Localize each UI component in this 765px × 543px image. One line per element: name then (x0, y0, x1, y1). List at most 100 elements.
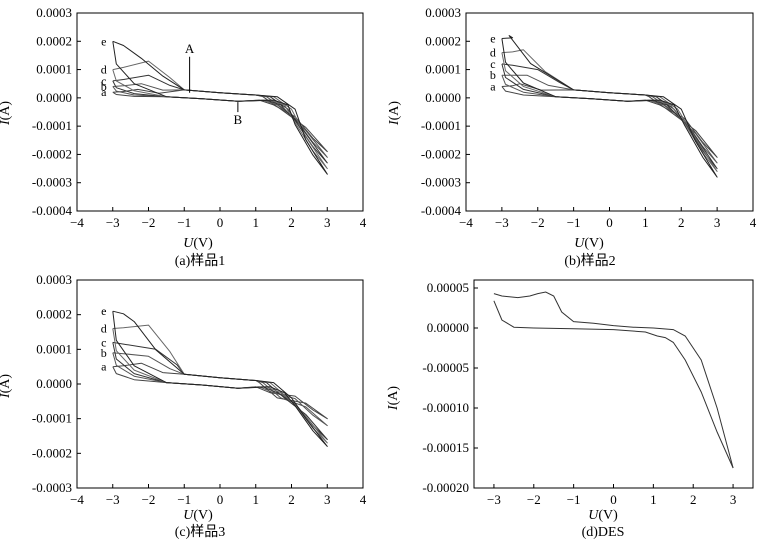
x-tick-label: 0 (217, 215, 224, 230)
y-tick-label: -0.0004 (421, 203, 462, 218)
y-tick-label: 0.0000 (36, 376, 72, 391)
series-label-c: c (490, 57, 495, 71)
x-tick-label: −1 (567, 492, 581, 507)
x-tick-label: 4 (750, 215, 757, 230)
y-axis-title: I(A) (0, 101, 13, 126)
y-tick-label: 0.0002 (36, 33, 72, 48)
y-tick-label: -0.0003 (32, 480, 72, 495)
chart-panel-3: −3 −2 −1 0 1 2 3 0.00005 0.00000 -0.00005 -0.00010… (386, 279, 754, 540)
y-tick-label: -0.0001 (421, 118, 461, 133)
series-label-e: e (101, 34, 106, 48)
y-tick-label: -0.0002 (421, 146, 461, 161)
y-tick-label: 0.0002 (36, 307, 72, 322)
y-axis-title: I(A) (386, 386, 401, 411)
plot-frame (76, 12, 364, 212)
panel-caption: (b)样品2 (564, 253, 615, 269)
x-tick-label: −3 (106, 215, 120, 230)
x-tick-label: 2 (288, 215, 295, 230)
y-tick-label: -0.0003 (32, 175, 72, 190)
y-axis-title: I(A) (0, 374, 13, 399)
panel-caption: (d)DES (582, 525, 625, 540)
x-tick-label: −4 (459, 215, 473, 230)
x-tick-label: 3 (324, 492, 331, 507)
x-tick-label: 1 (650, 492, 657, 507)
series-label-a: a (101, 85, 107, 99)
x-axis-title: U(V) (183, 508, 213, 523)
panel-caption: (c)样品3 (175, 524, 226, 540)
x-tick-label: −3 (495, 215, 509, 230)
x-tick-label: −1 (177, 492, 191, 507)
series-line-e (112, 310, 328, 447)
series-line-d (112, 60, 328, 170)
chart-panel-1: −4 −3 −2 −1 0 1 2 3 4 0.0003 0.0002 0.0001 0.0000 -0.… (387, 5, 757, 269)
annotation-label: A (185, 41, 195, 56)
x-tick-label: 2 (690, 492, 697, 507)
series-label-c: c (101, 335, 106, 349)
x-axis-title: U(V) (183, 236, 213, 251)
panel-caption: (a)样品1 (175, 253, 226, 269)
y-tick-label: -0.0002 (32, 146, 72, 161)
plot-frame (465, 12, 754, 212)
x-tick-label: −3 (487, 492, 501, 507)
series-line-e (501, 35, 718, 178)
series-label-a: a (490, 80, 496, 94)
y-tick-label: -0.00020 (422, 480, 469, 495)
annotation-label: B (234, 112, 243, 127)
y-tick-label: -0.00010 (422, 400, 469, 415)
x-tick-label: 2 (288, 492, 295, 507)
x-tick-label: −1 (567, 215, 581, 230)
x-tick-label: −1 (177, 215, 191, 230)
y-tick-label: -0.0001 (32, 118, 72, 133)
x-tick-label: 0 (217, 492, 224, 507)
y-tick-label: -0.0001 (32, 411, 72, 426)
y-tick-label: 0.0003 (425, 5, 461, 20)
series-label-d: d (490, 46, 496, 60)
x-tick-label: −2 (527, 492, 541, 507)
x-axis-title: U(V) (574, 236, 604, 251)
x-tick-label: 0 (606, 215, 613, 230)
series-label-b: b (101, 80, 107, 94)
x-tick-label: 0 (610, 492, 617, 507)
y-tick-label: 0.0001 (36, 341, 72, 356)
x-tick-label: 1 (642, 215, 649, 230)
series-line-lower (493, 300, 734, 469)
series-line-d (501, 49, 718, 172)
x-tick-label: −4 (70, 215, 84, 230)
y-tick-label: 0.0002 (425, 33, 461, 48)
x-tick-label: 3 (730, 492, 737, 507)
x-tick-label: 3 (324, 215, 331, 230)
x-axis-title: U(V) (588, 508, 618, 523)
y-tick-label: -0.0004 (32, 203, 73, 218)
x-tick-label: −4 (70, 492, 84, 507)
x-tick-label: 2 (678, 215, 685, 230)
x-tick-label: 4 (360, 215, 367, 230)
x-tick-label: 1 (253, 492, 260, 507)
chart-panel-2: −4 −3 −2 −1 0 1 2 3 4 0.0003 0.0002 0.0001 0.0000 -0.… (0, 272, 367, 540)
series-line-upper (493, 291, 734, 469)
series-label-b: b (490, 68, 496, 82)
x-tick-label: 1 (253, 215, 260, 230)
series-label-e: e (101, 304, 106, 318)
series-line-c (112, 341, 328, 440)
y-tick-label: 0.00000 (427, 320, 469, 335)
x-tick-label: −2 (531, 215, 545, 230)
chart-panel-0: −4 −3 −2 −1 0 1 2 3 4 0.0003 0.0002 0.0001 0.0000 -0.… (0, 5, 367, 269)
series-label-a: a (101, 360, 107, 374)
series-line-e (112, 40, 328, 175)
plot-frame (473, 279, 754, 489)
x-tick-label: −2 (142, 492, 156, 507)
y-tick-label: -0.0002 (32, 445, 72, 460)
y-tick-label: 0.00005 (427, 280, 469, 295)
series-line-b (112, 352, 328, 427)
y-tick-label: 0.0003 (36, 272, 72, 287)
y-tick-label: 0.0001 (425, 62, 461, 77)
x-tick-label: −3 (106, 492, 120, 507)
series-label-d: d (101, 63, 107, 77)
x-tick-label: −2 (142, 215, 156, 230)
series-label-b: b (101, 346, 107, 360)
y-tick-label: 0.0000 (425, 90, 461, 105)
x-tick-label: 4 (360, 492, 367, 507)
y-tick-label: 0.0003 (36, 5, 72, 20)
y-tick-label: -0.00005 (422, 360, 469, 375)
